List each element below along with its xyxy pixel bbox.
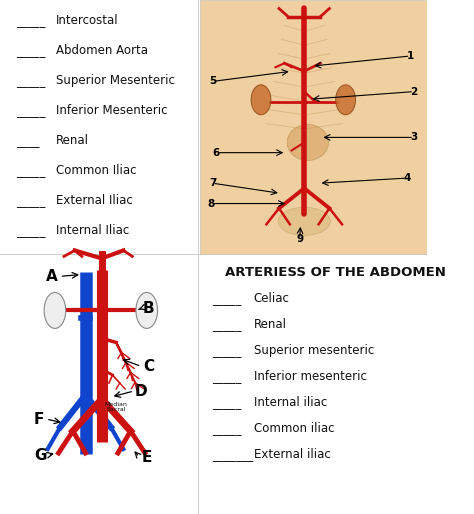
Text: B: B [143, 301, 155, 316]
Text: 5: 5 [209, 77, 216, 86]
Ellipse shape [287, 124, 328, 160]
Text: Intercostal: Intercostal [56, 14, 118, 27]
Text: _____: _____ [16, 44, 49, 57]
Text: Renal: Renal [254, 319, 287, 332]
Ellipse shape [278, 207, 330, 235]
Text: Celiac: Celiac [254, 292, 290, 305]
Text: _______: _______ [212, 448, 257, 462]
Text: _____: _____ [16, 194, 49, 207]
Text: _____: _____ [16, 224, 49, 237]
Text: _____: _____ [212, 344, 246, 357]
Text: _____: _____ [16, 74, 49, 87]
Text: E: E [142, 450, 152, 465]
Text: 6: 6 [212, 148, 219, 158]
Text: Internal iliac: Internal iliac [254, 396, 327, 410]
Text: 1: 1 [407, 51, 414, 61]
Text: Internal Iliac: Internal Iliac [56, 224, 129, 237]
Text: Inferior Mesenteric: Inferior Mesenteric [56, 104, 167, 117]
Text: External Iliac: External Iliac [56, 194, 133, 207]
Text: _____: _____ [212, 319, 246, 332]
Ellipse shape [136, 292, 157, 328]
Text: Median
Sacral: Median Sacral [105, 401, 128, 412]
Text: 3: 3 [410, 133, 418, 142]
Text: 9: 9 [296, 234, 303, 244]
Text: _____: _____ [16, 104, 49, 117]
Text: C: C [143, 359, 154, 374]
Text: _____: _____ [212, 396, 246, 410]
Bar [200, 0, 427, 254]
Text: Renal: Renal [56, 134, 89, 147]
Text: F: F [34, 412, 44, 427]
Text: Common Iliac: Common Iliac [56, 164, 137, 177]
Text: 2: 2 [410, 86, 418, 97]
Text: 8: 8 [207, 198, 214, 209]
Text: D: D [135, 383, 148, 398]
Text: 4: 4 [403, 173, 410, 183]
Text: _____: _____ [212, 371, 246, 383]
Ellipse shape [251, 85, 271, 115]
Ellipse shape [336, 85, 356, 115]
Text: Inferior mesenteric: Inferior mesenteric [254, 371, 367, 383]
Text: ARTERIESS OF THE ABDOMEN: ARTERIESS OF THE ABDOMEN [225, 266, 446, 280]
Text: G: G [34, 448, 47, 463]
Text: Superior mesenteric: Superior mesenteric [254, 344, 374, 357]
Text: Superior Mesenteric: Superior Mesenteric [56, 74, 175, 87]
Text: 7: 7 [209, 178, 216, 188]
Text: _____: _____ [212, 423, 246, 435]
Text: _____: _____ [212, 292, 246, 305]
Text: ____: ____ [16, 134, 44, 147]
Ellipse shape [44, 292, 66, 328]
Text: External iliac: External iliac [254, 448, 331, 462]
Text: _____: _____ [16, 164, 49, 177]
Text: _____: _____ [16, 14, 49, 27]
Text: Common iliac: Common iliac [254, 423, 334, 435]
Text: A: A [46, 269, 58, 284]
Text: Abdomen Aorta: Abdomen Aorta [56, 44, 148, 57]
